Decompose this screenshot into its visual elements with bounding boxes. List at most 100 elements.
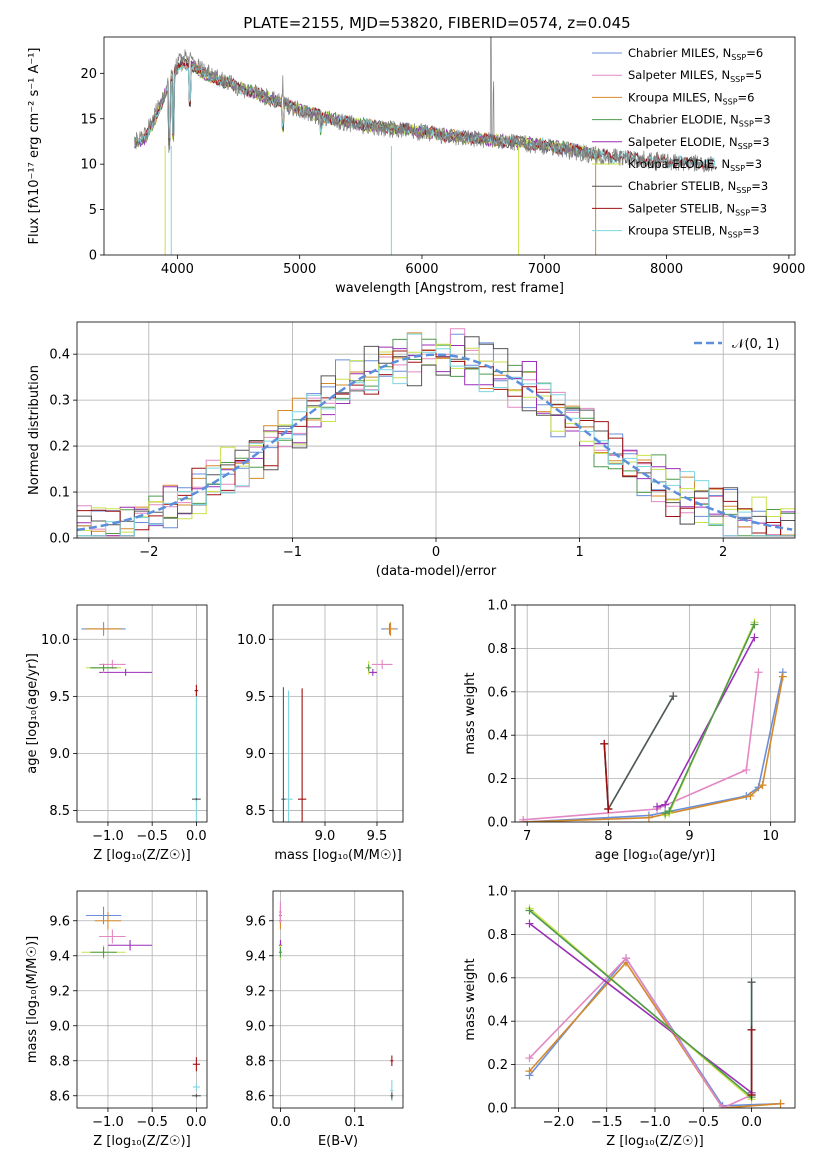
x-tick-label: 4000 [161,262,194,277]
y-tick-label: 0.2 [49,440,70,455]
weight-line [523,676,784,822]
x-axis-label: age [log₁₀(age/yr)] [595,848,716,863]
y-tick-label: 9.2 [245,984,266,999]
y-tick-label: 0.1 [49,486,70,501]
weight-line [603,695,674,812]
weight-marker [653,802,662,811]
axes-frame [76,321,796,539]
y-tick-label: 8.5 [245,804,266,819]
weight-line [603,743,610,810]
weight-marker [519,815,528,822]
x-tick-label: 8000 [650,262,683,277]
x-axis-label: mass [log₁₀(M/M☉)] [274,848,401,863]
y-tick-label: 9.5 [245,690,266,705]
y-tick-label: 1.0 [487,885,508,900]
legend-entry: Salpeter ELODIE, NSSP=3 [628,135,770,151]
y-tick-label: 10 [80,158,97,173]
y-tick-label: 0.6 [487,971,508,986]
y-tick-label: 0.4 [487,729,508,744]
x-axis-label: wavelength [Angstrom, rest frame] [335,281,564,296]
x-tick-label: 9 [685,829,693,844]
plot-area [278,901,394,1101]
axes-age_vs_Z: −1.0 −0.5 0.0 8.5 9.0 9.5 10.0 Z [log₁₀(Z/Z☉)] a… [25,604,208,863]
y-tick-label: 8.8 [49,1054,70,1069]
x-tick-label: 2 [719,545,727,560]
y-tick-label: 8.6 [245,1089,266,1104]
y-tick-label: 9.6 [245,914,266,929]
y-tick-label: 8.5 [49,804,70,819]
y-tick-label: 9.0 [49,1019,70,1034]
weight-marker [669,692,678,701]
axes-frame [76,604,208,823]
y-tick-label: 10.0 [41,633,70,648]
x-tick-label: 7 [523,829,531,844]
histogram-series [77,349,795,537]
x-tick-label: 0 [432,545,440,560]
x-tick-label: −0.5 [687,1115,719,1130]
weight-marker [776,1099,785,1108]
legend-entry: Chabrier STELIB, NSSP=3 [628,179,768,195]
weight-marker [758,781,767,790]
normal-curve [77,353,793,532]
x-tick-label: 7000 [528,262,561,277]
y-tick-label: 9.0 [49,747,70,762]
legend: Chabrier MILES, NSSP=6 Salpeter MILES, NS… [592,46,771,240]
y-tick-label: 0 [89,249,97,264]
y-tick-label: 9.2 [49,984,70,999]
axes-residuals: −2 −1 0 1 2 0.0 0.1 0.2 0.3 0.4 (data-model)/error… [27,321,796,579]
weight-marker [747,1090,756,1099]
y-tick-label: 8.8 [245,1054,266,1069]
legend-entry: Kroupa ELODIE, NSSP=3 [628,157,762,173]
axes-weight_vs_Z: −2.0 −1.5 −1.0 −0.5 0.0 0.0 0.2 0.4 0.6 0.8 1.0 Z [… [463,885,796,1149]
weight-marker [750,633,759,642]
weight-marker [604,804,613,813]
x-tick-label: −0.5 [136,1115,168,1130]
x-tick-label: 9000 [772,262,805,277]
x-axis-label: Z [log₁₀(Z/Z☉)] [93,1134,190,1149]
plot-area [525,904,785,1108]
y-tick-label: 9.0 [245,1019,266,1034]
weight-marker [750,620,759,629]
x-tick-label: −2.0 [543,1115,575,1130]
y-tick-label: 0.4 [49,348,70,363]
x-tick-label: 0.0 [270,1115,291,1130]
x-tick-label: −0.5 [136,829,168,844]
x-axis-label: (data-model)/error [376,564,497,579]
weight-marker [747,978,756,987]
weight-marker [661,809,670,818]
y-axis-label: mass [log₁₀(M/M☉)] [25,936,40,1063]
weight-line [523,672,760,821]
y-tick-label: 5 [89,203,97,218]
axes-mass_vs_ebv: 0.0 0.1 8.6 8.8 9.0 9.2 9.4 9.6 E(B-V) [245,890,404,1149]
x-tick-label: 0.1 [344,1115,365,1130]
weight-marker [661,800,670,809]
weight-line [664,624,756,815]
y-tick-label: 0.4 [487,1015,508,1030]
data-line [134,37,716,173]
x-tick-label: 9.0 [315,829,336,844]
x-tick-label: −1 [283,545,302,560]
legend-entry: Salpeter STELIB, NSSP=3 [628,201,767,217]
x-tick-label: 1 [575,545,583,560]
y-tick-label: 9.4 [245,949,266,964]
weight-line [528,961,781,1108]
legend-entry: Chabrier MILES, NSSP=6 [628,46,763,62]
x-tick-label: 0.0 [186,829,207,844]
x-tick-label: 8 [604,829,612,844]
axes-spectrum: 4000 5000 6000 7000 8000 9000 0 5 10 15 20 waveleng… [27,36,805,296]
weight-marker [747,1025,756,1034]
y-axis-label: mass weight [463,672,478,754]
axes-weight_vs_age: 7 8 9 10 0.0 0.2 0.4 0.6 0.8 1.0 age [log₁₀(age/yr… [463,599,796,863]
weight-marker [718,1104,727,1108]
axes-frame [103,36,796,256]
histogram-series [77,333,795,537]
y-axis-label: Flux [fλ10⁻¹⁷ erg cm⁻² s⁻¹ A⁻¹] [27,48,42,245]
x-axis-label: E(B-V) [318,1134,358,1149]
weight-marker [525,906,534,915]
y-tick-label: 9.5 [49,690,70,705]
x-axis-label: Z [log₁₀(Z/Z☉)] [606,1134,703,1149]
weight-marker [665,807,674,816]
y-axis-label: mass weight [463,958,478,1040]
y-tick-label: 9.4 [49,949,70,964]
